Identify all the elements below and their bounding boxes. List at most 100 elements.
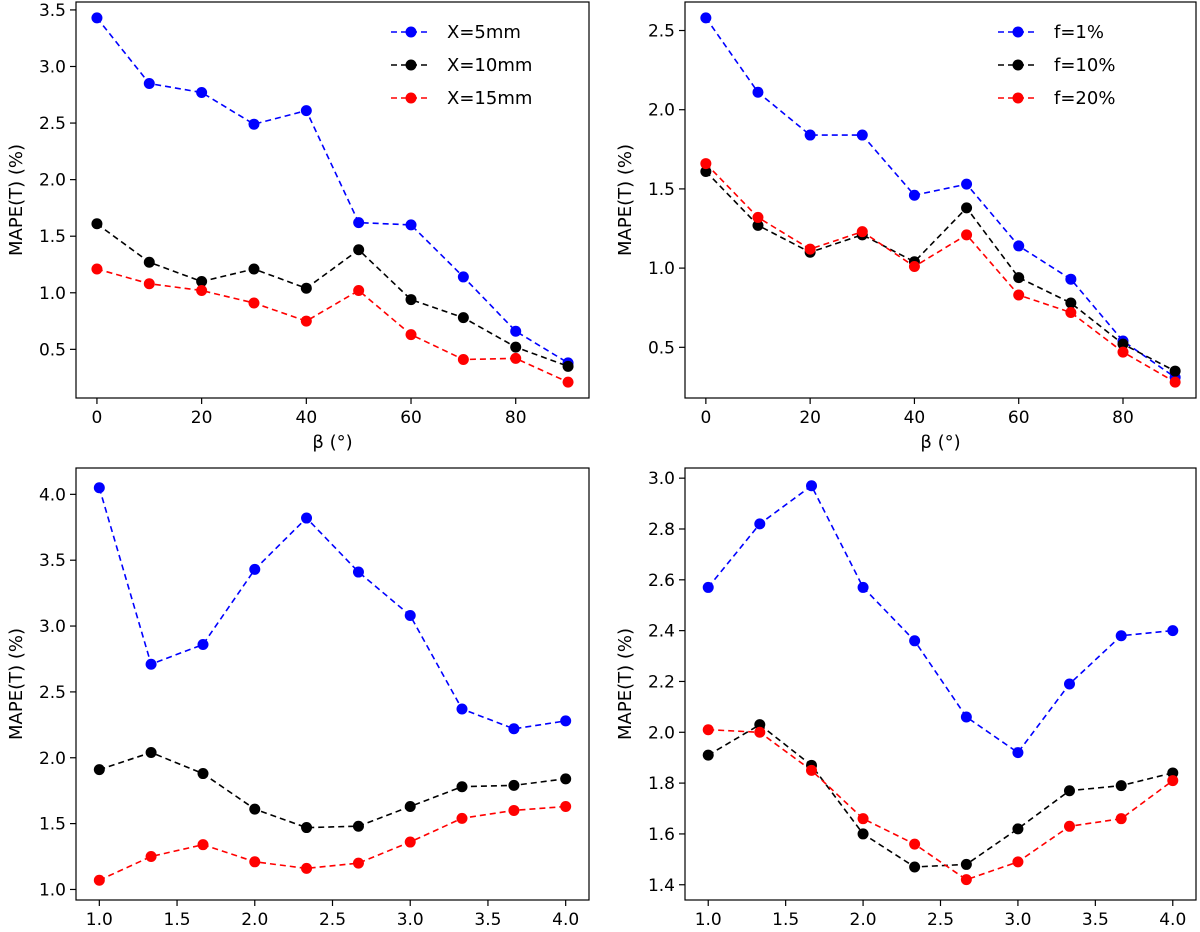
- legend-entry: X=15mm: [447, 88, 532, 109]
- series-2: [93, 746, 572, 834]
- data-point: [248, 263, 260, 275]
- y-tick-label: 2.2: [648, 672, 675, 692]
- legend-marker: [1012, 59, 1024, 71]
- series-line: [96, 223, 569, 368]
- y-tick-label: 3.5: [39, 551, 66, 571]
- x-tick-label: 4.0: [552, 910, 579, 930]
- data-point: [353, 244, 365, 256]
- y-tick-label: 2.0: [648, 101, 675, 121]
- data-point: [856, 129, 868, 141]
- data-point: [91, 218, 103, 230]
- x-tick-label: 60: [400, 408, 422, 428]
- data-point: [91, 263, 103, 275]
- data-point: [510, 341, 522, 353]
- legend: X=5mm X=10mm X=15mm: [391, 22, 532, 109]
- data-point: [196, 87, 208, 99]
- data-point: [510, 352, 522, 364]
- data-point: [404, 836, 416, 848]
- data-point: [352, 566, 364, 578]
- series-2: [702, 719, 1179, 873]
- data-point: [404, 800, 416, 812]
- data-point: [301, 822, 313, 834]
- y-tick-label: 0.5: [39, 340, 66, 360]
- legend-marker: [405, 59, 417, 71]
- data-point: [301, 862, 313, 874]
- x-axis-label: β (°): [312, 432, 352, 453]
- y-tick-label: 2.6: [648, 571, 675, 591]
- y-tick-label: 1.0: [39, 284, 66, 304]
- series-1: [702, 480, 1179, 759]
- y-tick-label: 2.0: [39, 749, 66, 769]
- data-point: [91, 12, 103, 24]
- data-point: [702, 581, 714, 593]
- data-point: [961, 229, 973, 241]
- x-axis-label: β (°): [920, 432, 960, 453]
- series-line: [705, 170, 1176, 372]
- data-point: [93, 764, 105, 776]
- data-point: [752, 86, 764, 98]
- data-point: [752, 211, 764, 223]
- x-tick-label: 0: [92, 408, 103, 428]
- x-tick-label: 0: [700, 408, 711, 428]
- legend-entry: f=10%: [1054, 55, 1115, 76]
- data-point: [1117, 346, 1129, 358]
- data-point: [404, 610, 416, 622]
- data-point: [510, 325, 522, 337]
- data-point: [1115, 780, 1127, 792]
- y-tick-label: 1.6: [648, 825, 675, 845]
- data-point: [560, 773, 572, 785]
- data-point: [145, 746, 157, 758]
- x-tick-label: 1.5: [772, 910, 799, 930]
- data-point: [857, 828, 869, 840]
- legend-marker: [405, 26, 417, 38]
- axes-frame: [684, 1, 1197, 399]
- y-tick-label: 3.0: [39, 617, 66, 637]
- legend-entry: f=1%: [1054, 22, 1104, 43]
- data-point: [1063, 678, 1075, 690]
- x-tick-label: 3.0: [1004, 910, 1031, 930]
- x-tick-label: 3.0: [397, 910, 424, 930]
- data-point: [197, 839, 209, 851]
- data-point: [960, 711, 972, 723]
- x-tick-label: 20: [799, 408, 821, 428]
- x-tick-label: 4.0: [1159, 910, 1186, 930]
- data-point: [1065, 273, 1077, 285]
- y-axis-label: MAPE(T) (%): [615, 628, 636, 740]
- data-point: [145, 851, 157, 863]
- x-tick-label: 80: [1112, 408, 1134, 428]
- data-point: [1167, 767, 1179, 779]
- y-tick-label: 2.4: [648, 622, 675, 642]
- data-point: [961, 178, 973, 190]
- data-point: [909, 838, 921, 850]
- y-tick-label: 1.5: [39, 227, 66, 247]
- data-point: [405, 329, 417, 341]
- data-point: [405, 294, 417, 306]
- y-tick-label: 1.4: [648, 876, 675, 896]
- data-point: [1115, 630, 1127, 642]
- legend-entry: X=10mm: [447, 55, 532, 76]
- x-tick-label: 3.5: [1082, 910, 1109, 930]
- legend-marker: [1012, 92, 1024, 104]
- series-line: [99, 751, 566, 829]
- y-tick-label: 2.0: [648, 723, 675, 743]
- series-line: [707, 484, 1173, 754]
- series-line: [96, 17, 569, 364]
- data-point: [1065, 297, 1077, 309]
- x-tick-label: 80: [505, 408, 527, 428]
- series-line: [705, 163, 1176, 383]
- data-point: [1013, 240, 1025, 252]
- axes-frame: [684, 467, 1197, 901]
- data-point: [143, 278, 155, 290]
- legend-entry: f=20%: [1054, 88, 1115, 109]
- data-point: [806, 480, 818, 492]
- data-point: [1063, 785, 1075, 797]
- data-point: [352, 857, 364, 869]
- x-tick-label: 1.0: [86, 910, 113, 930]
- data-point: [405, 219, 417, 231]
- series-3: [702, 724, 1179, 886]
- x-tick-label: 40: [904, 408, 926, 428]
- data-point: [1012, 747, 1024, 759]
- axes-frame: [75, 467, 590, 901]
- y-tick-label: 3.0: [39, 57, 66, 77]
